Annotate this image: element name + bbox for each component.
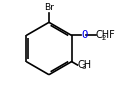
Text: 2: 2 [102, 35, 106, 41]
Text: CH: CH [78, 61, 92, 71]
Text: O: O [82, 30, 88, 40]
Text: Br: Br [44, 3, 54, 12]
Text: CHF: CHF [96, 30, 116, 40]
Text: 3: 3 [82, 64, 86, 70]
